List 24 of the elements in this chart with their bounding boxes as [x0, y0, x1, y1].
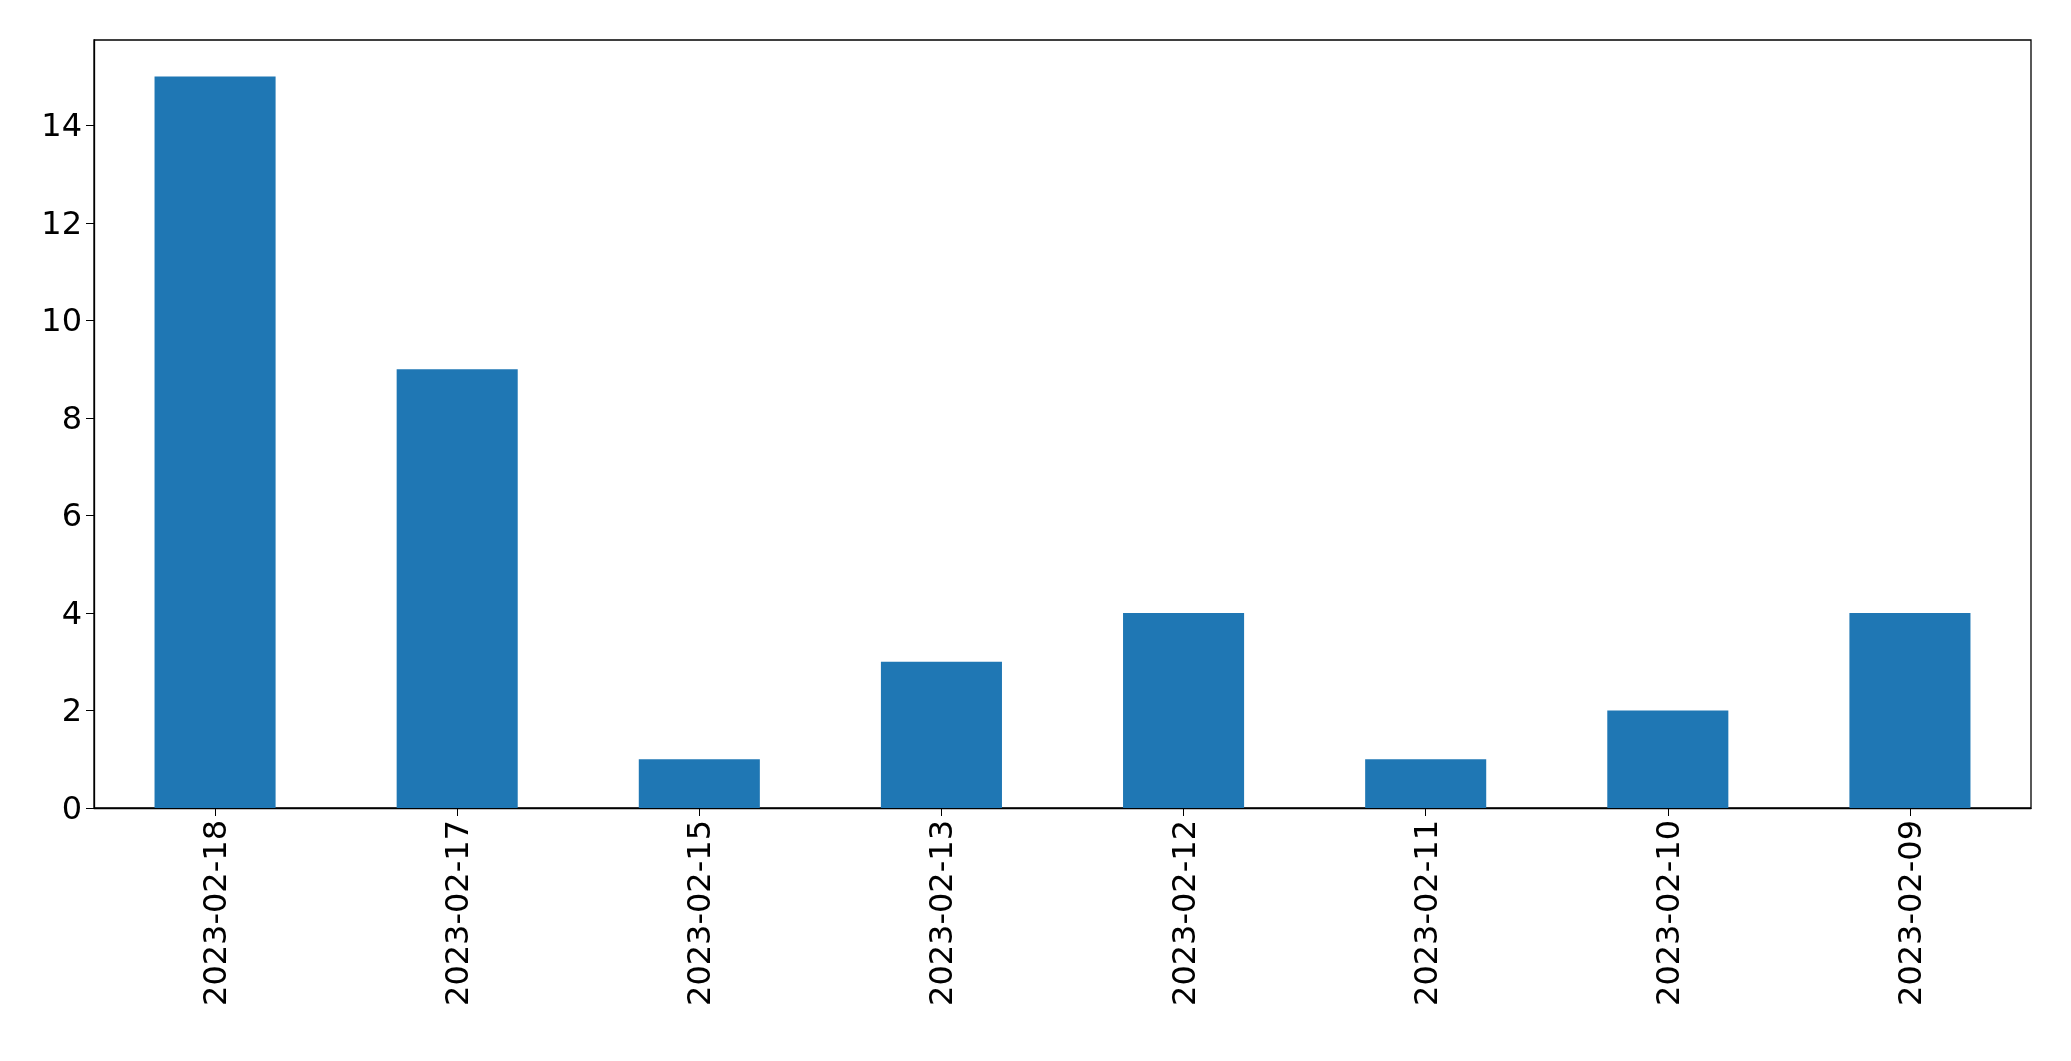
y-tick-label: 8 — [61, 398, 82, 437]
y-tick-label: 0 — [61, 789, 82, 827]
bar — [154, 76, 276, 808]
x-tick-label: 2023-02-17 — [438, 820, 477, 1006]
bar — [1365, 759, 1487, 808]
bar — [1123, 612, 1245, 808]
bar — [396, 369, 518, 808]
bar — [638, 759, 760, 808]
bar — [1607, 710, 1729, 808]
y-tick-label: 12 — [41, 203, 82, 242]
y-tick-label: 2 — [61, 691, 82, 730]
bar — [1849, 612, 1971, 808]
y-tick-label: 14 — [41, 106, 82, 145]
y-tick-label: 10 — [41, 301, 82, 340]
y-tick-label: 4 — [61, 593, 82, 632]
x-tick-label: 2023-02-11 — [1406, 820, 1445, 1006]
x-tick-label: 2023-02-18 — [196, 820, 235, 1006]
bar — [880, 661, 1002, 808]
x-tick-label: 2023-02-09 — [1890, 820, 1929, 1006]
x-tick-label: 2023-02-15 — [680, 820, 719, 1006]
x-tick-label: 2023-02-12 — [1164, 820, 1203, 1006]
y-tick-label: 6 — [61, 496, 82, 535]
x-tick-label: 2023-02-13 — [922, 820, 961, 1006]
x-tick-label: 2023-02-10 — [1648, 820, 1687, 1006]
